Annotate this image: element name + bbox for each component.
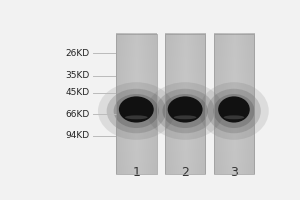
Text: 35KD: 35KD xyxy=(66,71,90,80)
Ellipse shape xyxy=(119,96,154,123)
Ellipse shape xyxy=(125,115,148,119)
Ellipse shape xyxy=(224,115,244,119)
Text: 26KD: 26KD xyxy=(66,49,90,58)
Ellipse shape xyxy=(199,82,269,140)
Bar xyxy=(214,34,254,174)
Ellipse shape xyxy=(155,89,215,133)
Ellipse shape xyxy=(213,94,254,128)
Ellipse shape xyxy=(168,96,202,123)
Text: 66KD: 66KD xyxy=(66,110,90,119)
Ellipse shape xyxy=(163,94,208,128)
Text: 1: 1 xyxy=(132,166,140,179)
Ellipse shape xyxy=(107,89,166,133)
Ellipse shape xyxy=(207,89,261,133)
Ellipse shape xyxy=(98,82,175,140)
Ellipse shape xyxy=(114,94,159,128)
Text: 2: 2 xyxy=(181,166,189,179)
Text: 3: 3 xyxy=(230,166,238,179)
Bar xyxy=(165,34,206,174)
Ellipse shape xyxy=(174,115,196,119)
Bar xyxy=(116,34,157,174)
Text: 94KD: 94KD xyxy=(66,131,90,140)
Ellipse shape xyxy=(218,96,250,123)
Ellipse shape xyxy=(147,82,224,140)
Text: 45KD: 45KD xyxy=(66,88,90,97)
